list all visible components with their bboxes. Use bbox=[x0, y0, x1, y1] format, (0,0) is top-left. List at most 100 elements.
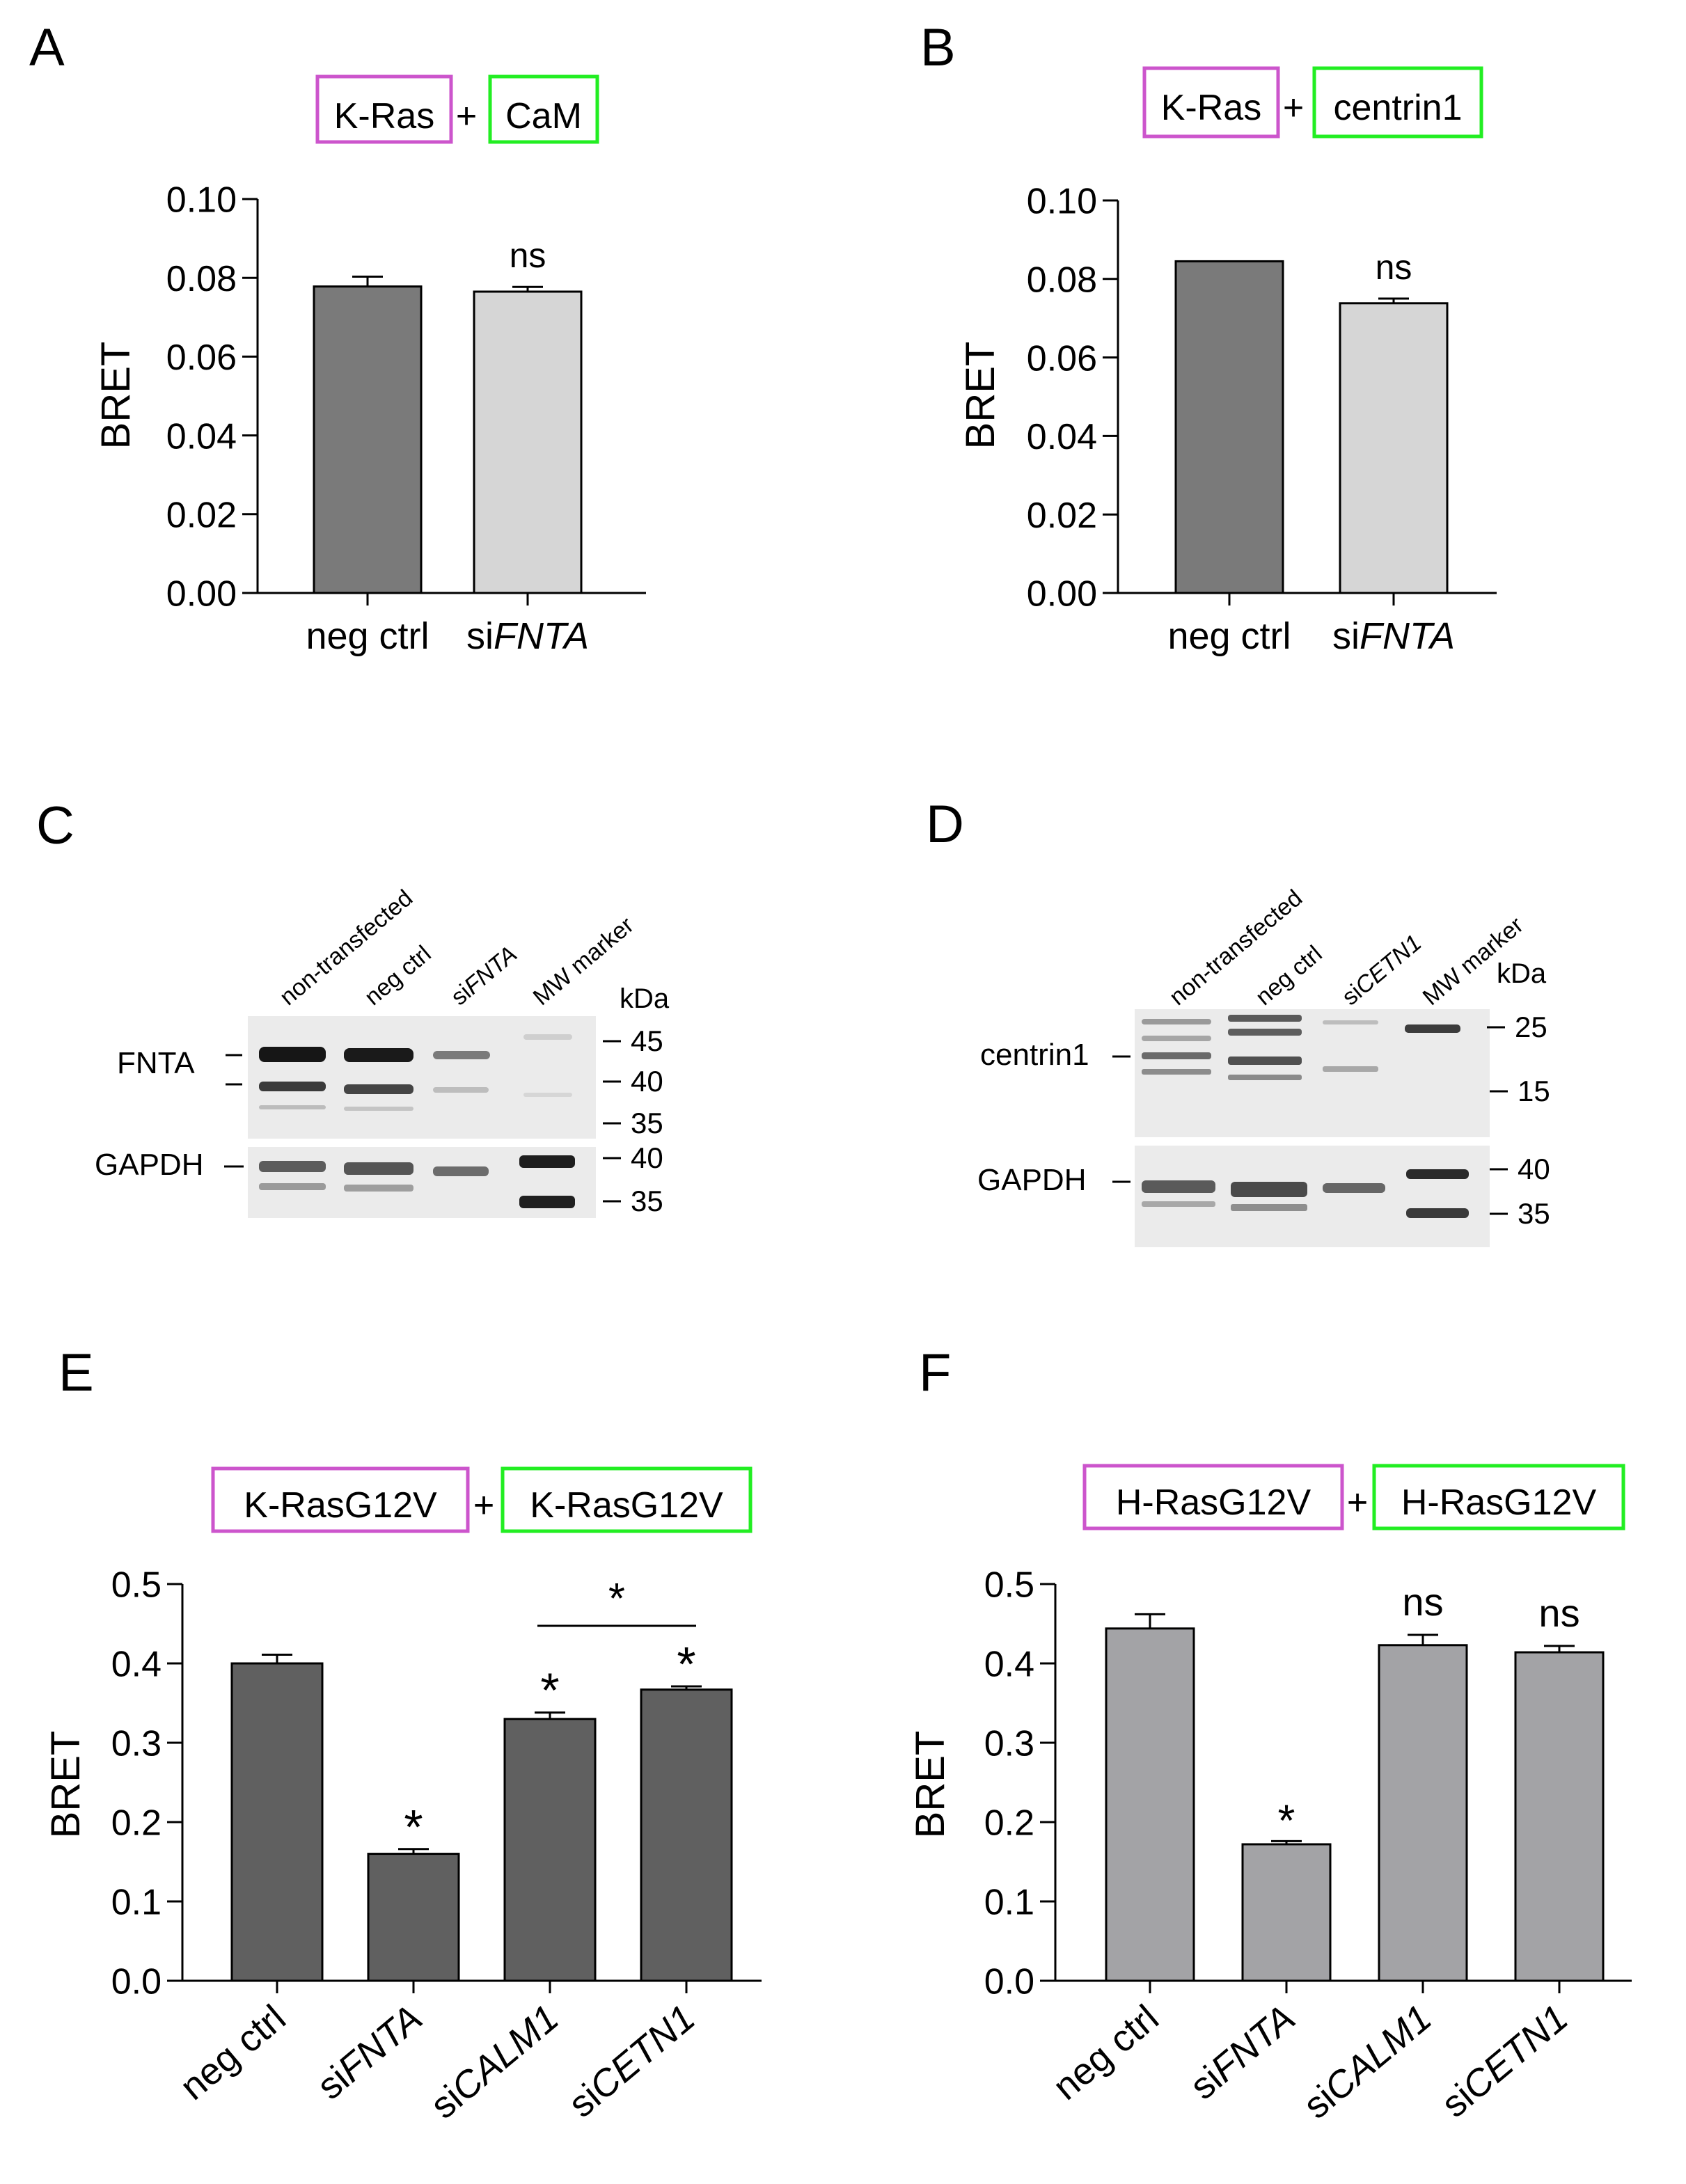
donor-label: K-RasG12V bbox=[244, 1485, 437, 1526]
y-tick-label: 0.02 bbox=[166, 496, 237, 536]
panel-letter-f: F bbox=[919, 1343, 951, 1402]
band bbox=[1142, 1036, 1211, 1041]
marker-label: 15 bbox=[1518, 1075, 1550, 1107]
acceptor-box bbox=[501, 1466, 753, 1533]
kda-unit: kDa bbox=[1497, 958, 1547, 989]
y-tick-label: 0.00 bbox=[1027, 574, 1097, 615]
significance-star: * bbox=[404, 1800, 423, 1854]
y-tick-label: 0.5 bbox=[111, 1565, 161, 1606]
significance-star: * bbox=[677, 1637, 695, 1691]
band bbox=[1228, 1057, 1302, 1065]
acceptor-box bbox=[1372, 1464, 1625, 1530]
chart-f: H-RasG12V + H-RasG12V BRET 0.0 0.1 0.2 0.3 0… bbox=[908, 1464, 1632, 2127]
y-tick-label: 0.4 bbox=[111, 1645, 161, 1685]
significance-ns: ns bbox=[1538, 1591, 1579, 1635]
band bbox=[344, 1107, 413, 1111]
significance-bracket: * bbox=[537, 1575, 696, 1627]
y-tick-label: 0.10 bbox=[1027, 182, 1097, 222]
band bbox=[259, 1082, 326, 1091]
band bbox=[1323, 1066, 1378, 1072]
marker-label: 35 bbox=[631, 1185, 663, 1217]
acceptor-label: K-RasG12V bbox=[530, 1485, 723, 1526]
panel-letter-d: D bbox=[926, 795, 964, 854]
y-axis-label: BRET bbox=[958, 342, 1003, 450]
category-label-prefix: neg ctrl bbox=[306, 615, 429, 657]
category-label-prefix: neg ctrl bbox=[1167, 615, 1291, 657]
category-label-gene: FNTA bbox=[1360, 615, 1455, 657]
marker-label: 35 bbox=[1518, 1197, 1550, 1230]
band bbox=[1231, 1182, 1307, 1197]
chart-b: K-Ras + centrin1 BRET 0.000.020.040.060.… bbox=[958, 66, 1497, 657]
significance-star: * bbox=[540, 1663, 559, 1718]
bar bbox=[1174, 260, 1284, 594]
plot-area: 0.00 0.02 0.04 0.06 0.08 0.10 neg ctrl siFNTA ns bbox=[166, 180, 646, 657]
band bbox=[259, 1183, 326, 1190]
band bbox=[1142, 1069, 1211, 1075]
band bbox=[519, 1196, 575, 1208]
y-tick-label: 0.2 bbox=[984, 1803, 1034, 1844]
category-label: siFNTA bbox=[1332, 615, 1455, 657]
category-label: neg ctrl bbox=[1167, 615, 1291, 657]
band bbox=[1142, 1019, 1211, 1024]
chart-a: K-Ras + CaM BRET 0.00 0.02 0.04 0.06 0.08 0.1… bbox=[93, 74, 646, 657]
significance-star: * bbox=[1278, 1795, 1295, 1845]
marker-label: 25 bbox=[1515, 1011, 1547, 1043]
bar bbox=[503, 1718, 597, 1982]
category-label: siFNTA bbox=[466, 615, 589, 657]
band bbox=[259, 1161, 326, 1172]
panel-letter-c: C bbox=[36, 796, 74, 855]
y-tick-label: 0.06 bbox=[1027, 338, 1097, 379]
y-axis-label: BRET bbox=[93, 342, 139, 450]
bar bbox=[313, 285, 423, 594]
protein-label-centrin1: centrin1 bbox=[980, 1038, 1089, 1072]
donor-label: K-Ras bbox=[334, 96, 434, 136]
bar bbox=[1339, 302, 1449, 594]
category-label-prefix: si bbox=[466, 615, 494, 657]
donor-box bbox=[315, 74, 453, 144]
category-label: neg ctrl bbox=[306, 615, 429, 657]
significance-ns: ns bbox=[510, 236, 546, 275]
bar bbox=[1105, 1627, 1195, 1982]
y-tick-label: 0.3 bbox=[984, 1724, 1034, 1764]
title-plus: + bbox=[1283, 88, 1304, 128]
bar bbox=[640, 1688, 733, 1982]
band bbox=[1142, 1052, 1211, 1059]
y-tick-label: 0.08 bbox=[166, 259, 237, 299]
y-tick-label: 0.1 bbox=[111, 1883, 161, 1923]
significance-ns: ns bbox=[1376, 248, 1412, 287]
band bbox=[433, 1166, 489, 1176]
acceptor-box bbox=[488, 74, 599, 144]
band bbox=[1142, 1201, 1215, 1207]
donor-box bbox=[1082, 1464, 1344, 1530]
band bbox=[1228, 1029, 1302, 1036]
band bbox=[433, 1087, 489, 1093]
bracket-label: * bbox=[608, 1575, 625, 1623]
band bbox=[1228, 1075, 1302, 1080]
band bbox=[1142, 1180, 1215, 1193]
y-tick-label: 0.06 bbox=[166, 338, 237, 378]
marker-label: 40 bbox=[631, 1141, 663, 1174]
band bbox=[1228, 1015, 1302, 1022]
donor-label: K-Ras bbox=[1161, 88, 1261, 128]
acceptor-label: CaM bbox=[505, 96, 582, 136]
bar bbox=[473, 290, 583, 594]
y-tick-label: 0.1 bbox=[984, 1883, 1034, 1923]
protein-label-gapdh: GAPDH bbox=[977, 1163, 1086, 1197]
band bbox=[519, 1155, 575, 1168]
blot-bottom-membrane bbox=[1135, 1146, 1490, 1247]
band bbox=[1323, 1020, 1378, 1024]
title-plus: + bbox=[473, 1485, 494, 1526]
y-tick-label: 0.02 bbox=[1027, 496, 1097, 536]
panel-letter-b: B bbox=[920, 18, 956, 77]
band bbox=[1405, 1024, 1460, 1033]
band bbox=[344, 1084, 413, 1094]
donor-box bbox=[1142, 66, 1280, 139]
band bbox=[1323, 1183, 1385, 1193]
y-tick-label: 0.3 bbox=[111, 1724, 161, 1764]
y-axis-label: BRET bbox=[908, 1731, 953, 1839]
band bbox=[259, 1105, 326, 1109]
significance-ns: ns bbox=[1402, 1580, 1443, 1624]
donor-box bbox=[211, 1466, 470, 1533]
marker-label: 35 bbox=[631, 1107, 663, 1139]
